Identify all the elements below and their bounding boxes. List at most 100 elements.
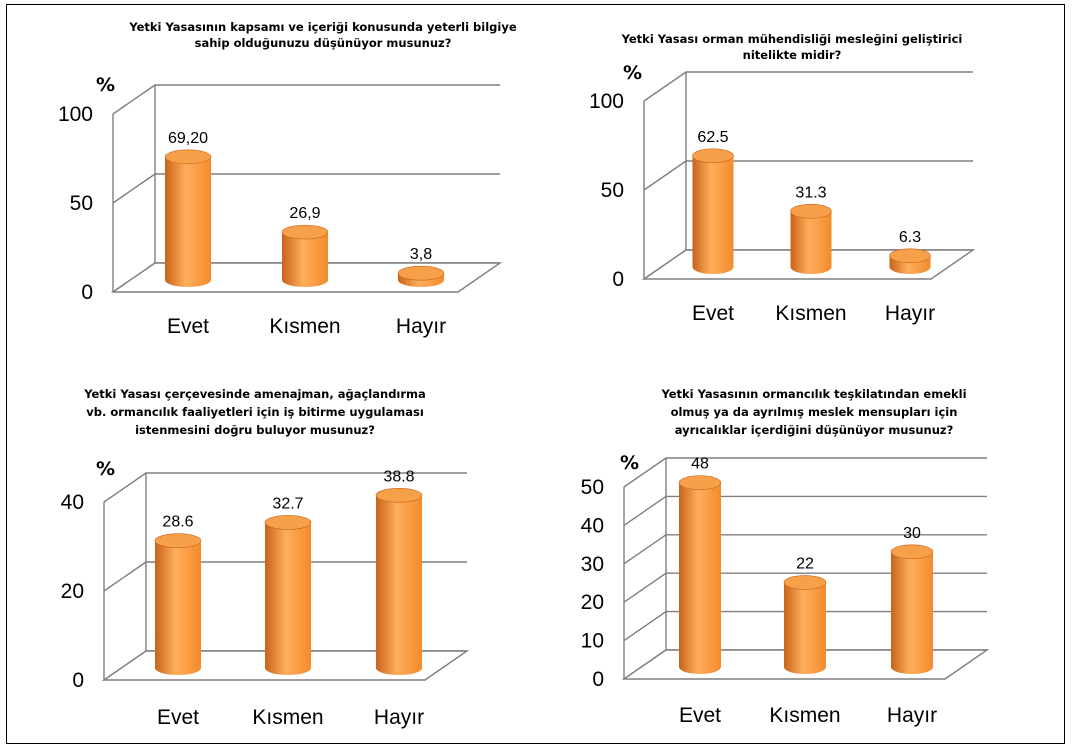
y-tick-label: 10	[581, 630, 604, 653]
bar-body	[679, 482, 721, 674]
y-tick-label: 0	[592, 668, 604, 691]
chart-title-line: Yetki Yasasının ormancılık teşkilatından…	[660, 387, 966, 401]
chart-title-line: Yetki Yasasının kapsamı ve içeriği konus…	[128, 20, 516, 34]
bar-body	[165, 156, 211, 287]
y-tick-label: 20	[61, 580, 84, 603]
data-label: 3,8	[410, 246, 432, 263]
bar-top	[692, 148, 734, 164]
bar-top	[790, 203, 832, 219]
bar	[281, 224, 329, 287]
gridline	[623, 457, 987, 488]
data-label: 38.8	[383, 468, 414, 485]
bar-top	[375, 488, 423, 503]
x-category-label: Evet	[679, 704, 721, 727]
y-tick-label: 40	[61, 491, 84, 514]
chart-4: Yetki Yasasının ormancılık teşkilatından…	[581, 387, 990, 727]
y-tick-label: 50	[601, 179, 624, 202]
x-category-label: Evet	[692, 302, 734, 325]
y-tick-label: 0	[81, 281, 93, 304]
bar-top	[164, 149, 212, 165]
x-category-label: Hayır	[396, 315, 446, 338]
bar	[264, 515, 312, 675]
y-tick-label: 50	[581, 476, 604, 499]
bar-body	[692, 155, 734, 275]
bar-top	[678, 475, 722, 490]
data-label: 69,20	[168, 130, 208, 147]
y-tick-label: 0	[612, 268, 624, 291]
gridline	[643, 160, 973, 191]
chart-2: Yetki Yasası orman mühendisliği mesleğin…	[589, 32, 976, 325]
x-category-label: Kısmen	[252, 706, 323, 729]
data-label: 48	[691, 456, 709, 473]
chart-title-line: istenmesini doğru buluyor musunuz?	[135, 423, 375, 437]
y-tick-label: 0	[72, 669, 84, 692]
bar-top	[890, 544, 934, 560]
data-label: 22	[796, 556, 814, 573]
gridline	[623, 610, 987, 642]
bar-body	[784, 582, 826, 674]
gridline	[112, 84, 500, 115]
x-category-label: Kısmen	[269, 315, 340, 338]
bar	[692, 148, 734, 275]
y-unit-label: %	[623, 62, 642, 84]
data-label: 28.6	[162, 514, 193, 531]
x-category-label: Kısmen	[775, 302, 846, 325]
bar-body	[891, 551, 933, 674]
gridline	[103, 561, 467, 592]
chart-title-line: Yetki Yasası çerçevesinde amenajman, ağa…	[83, 387, 426, 401]
bar-top	[264, 515, 312, 530]
gridline	[112, 173, 500, 204]
bar	[375, 488, 423, 675]
gridline	[643, 71, 973, 102]
bar	[678, 475, 722, 674]
y-unit-label: %	[96, 74, 115, 96]
chart-title-line: vb. ormancılık faaliyetleri için iş biti…	[86, 405, 424, 419]
chart-title-line: sahip olduğunuzu düşünüyor musunuz?	[195, 36, 452, 50]
chart-3: Yetki Yasası çerçevesinde amenajman, ağa…	[61, 387, 470, 729]
bar-top	[397, 265, 445, 281]
y-tick-label: 20	[581, 591, 604, 614]
chart-1: Yetki Yasasının kapsamı ve içeriği konus…	[58, 20, 517, 338]
data-label: 30	[903, 525, 921, 542]
data-label: 62.5	[697, 129, 728, 146]
y-unit-label: %	[96, 458, 115, 480]
y-tick-label: 100	[58, 103, 93, 126]
y-tick-label: 40	[581, 514, 604, 537]
bar	[164, 149, 212, 287]
bar	[397, 265, 445, 287]
bar-body	[790, 211, 832, 275]
bar-top	[281, 224, 329, 240]
bar-body	[155, 540, 201, 675]
gridline	[623, 534, 987, 565]
x-category-label: Hayır	[374, 706, 424, 729]
bar-top	[889, 248, 931, 264]
chart-title-line: ayrıcalıklar içerdiğini düşünüyor musunu…	[675, 423, 954, 437]
bar-body	[376, 495, 422, 675]
bar	[154, 533, 202, 675]
x-category-label: Hayır	[885, 302, 935, 325]
y-tick-label: 30	[581, 553, 604, 576]
bar	[890, 544, 934, 674]
bar	[783, 575, 827, 674]
bar-body	[282, 232, 328, 287]
bar	[889, 248, 931, 275]
x-category-label: Evet	[157, 706, 199, 729]
data-label: 26,9	[289, 205, 320, 222]
data-label: 6.3	[899, 229, 921, 246]
y-tick-label: 100	[589, 90, 624, 113]
gridline	[623, 572, 987, 603]
y-tick-label: 50	[70, 192, 93, 215]
chart-title-line: nitelikte midir?	[743, 48, 842, 62]
gridline	[623, 495, 987, 526]
y-unit-label: %	[620, 452, 639, 474]
x-category-label: Evet	[167, 315, 209, 338]
chart-title-line: olmuş ya da ayrılmış meslek mensupları i…	[671, 405, 958, 419]
bar-top	[783, 575, 827, 590]
gridline	[103, 472, 467, 503]
x-category-label: Kısmen	[769, 704, 840, 727]
bar	[790, 203, 832, 275]
chart-title-line: Yetki Yasası orman mühendisliği mesleğin…	[621, 32, 963, 46]
bar-top	[154, 533, 202, 549]
bar-body	[265, 522, 311, 675]
